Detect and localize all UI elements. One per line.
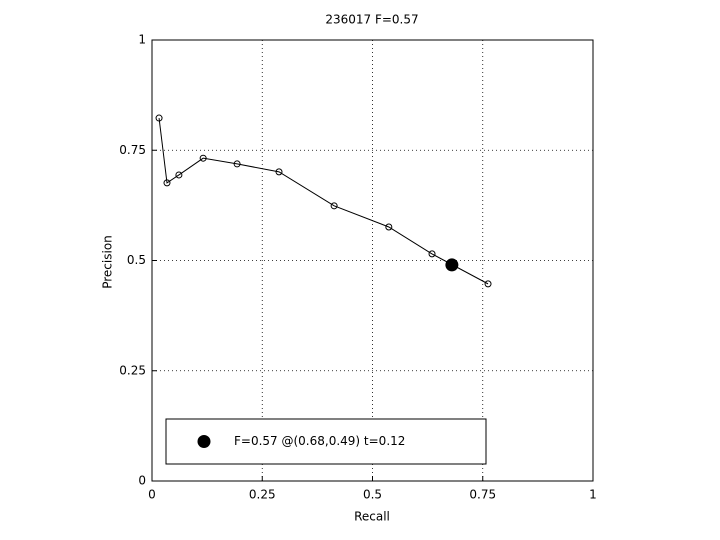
- point-marker: [155, 114, 163, 122]
- y-tick-label: 0.25: [119, 363, 146, 377]
- y-tick-label: 0: [138, 474, 146, 488]
- x-tick-label: 0.75: [469, 488, 496, 502]
- plot-frame: [151, 39, 594, 482]
- point-marker: [484, 280, 492, 288]
- chart-title: 236017 F=0.57: [325, 13, 418, 27]
- x-tick-label: 0.5: [363, 488, 382, 502]
- y-tick-label: 1: [138, 33, 146, 47]
- best-point: [445, 258, 459, 272]
- series-line: [158, 117, 489, 285]
- point-marker: [199, 154, 207, 162]
- legend-box: [165, 418, 487, 465]
- legend-label: F=0.57 @(0.68,0.49) t=0.12: [234, 434, 405, 448]
- point-marker: [233, 160, 241, 168]
- point-marker: [428, 250, 436, 258]
- point-marker: [385, 223, 393, 231]
- x-axis-label: Recall: [354, 510, 390, 524]
- y-tick-label: 0.75: [119, 143, 146, 157]
- point-marker: [163, 179, 171, 187]
- point-marker: [330, 202, 338, 210]
- y-axis-label: Precision: [101, 235, 115, 289]
- y-tick-label: 0.5: [127, 253, 146, 267]
- legend-marker: [197, 435, 211, 448]
- point-marker: [175, 171, 183, 179]
- x-tick-label: 1: [589, 488, 597, 502]
- point-marker: [275, 168, 283, 176]
- x-tick-label: 0.25: [249, 488, 276, 502]
- x-tick-label: 0: [148, 488, 156, 502]
